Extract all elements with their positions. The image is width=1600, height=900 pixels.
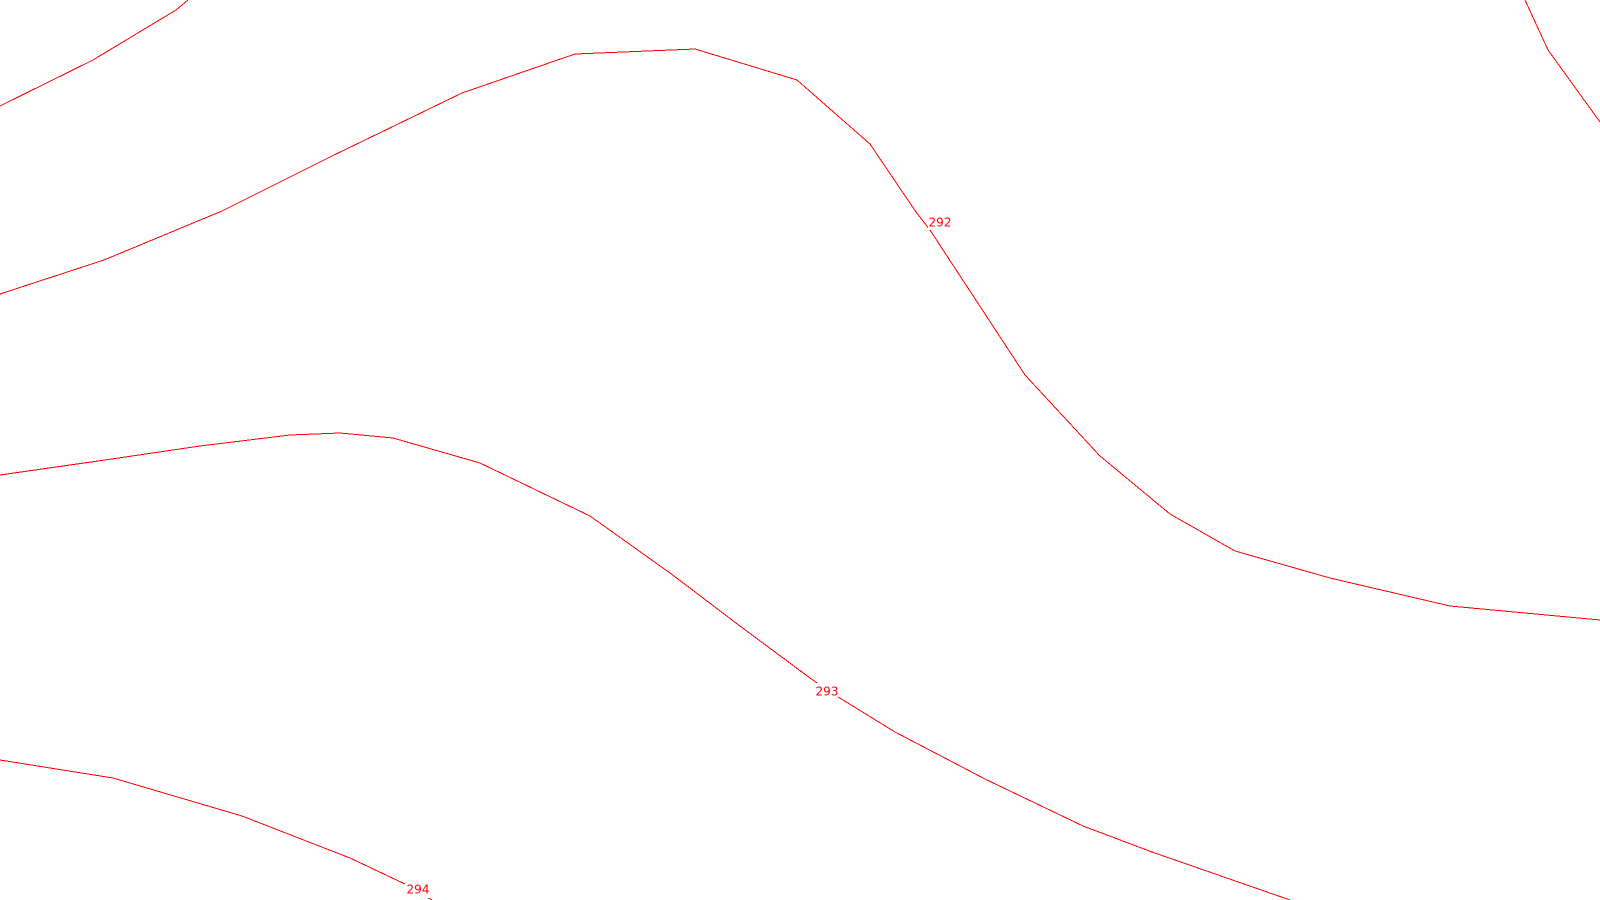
contour-label-294: 294 — [405, 882, 429, 898]
contour-label-294-text: 294 — [407, 883, 430, 897]
contour-line-top-left — [0, 0, 189, 107]
contour-line-292 — [0, 48, 1600, 621]
contour-label-292: 292 — [928, 214, 951, 230]
contour-label-292-text: 292 — [929, 216, 952, 230]
contour-line-top-right — [1524, 0, 1600, 123]
contour-line-294 — [0, 759, 433, 900]
contour-label-293-text: 293 — [816, 685, 839, 699]
contour-label-293: 293 — [816, 683, 839, 699]
contour-line-293 — [0, 432, 1291, 900]
